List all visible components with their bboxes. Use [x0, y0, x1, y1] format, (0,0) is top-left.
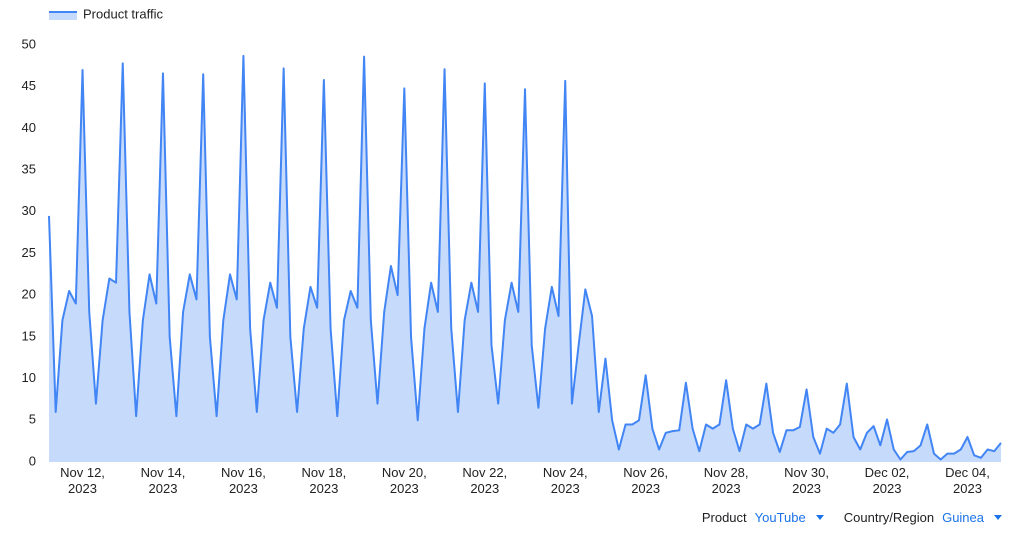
x-tick-label-line: 2023 — [551, 481, 580, 496]
x-tick-label-line: Nov 16, — [221, 465, 266, 480]
x-tick-label-line: Nov 22, — [462, 465, 507, 480]
x-tick-label: Nov 28, 2023 — [704, 465, 749, 496]
filter-label: Country/Region — [843, 510, 935, 525]
y-tick-label: 25 — [22, 245, 36, 260]
dropdown-caret — [994, 515, 1002, 520]
y-tick-label: 15 — [22, 328, 36, 343]
y-tick-label: 40 — [22, 120, 36, 135]
filter-value: YouTube — [754, 510, 806, 525]
x-tick-label-line: Nov 30, — [784, 465, 829, 480]
y-tick-label: 20 — [22, 287, 36, 302]
x-tick-label-line: 2023 — [631, 481, 660, 496]
x-tick-label-line: 2023 — [68, 481, 97, 496]
x-tick-label-line: Dec 02, — [865, 465, 910, 480]
y-tick-label: 5 — [29, 412, 36, 427]
filter-value: Guinea — [942, 510, 984, 525]
x-tick-label-line: Nov 28, — [704, 465, 749, 480]
x-tick-label-line: Nov 12, — [60, 465, 105, 480]
x-tick-label: Nov 30, 2023 — [784, 465, 829, 496]
x-tick-label: Nov 18, 2023 — [301, 465, 346, 496]
x-tick-label-line: 2023 — [953, 481, 982, 496]
x-tick-label: Nov 14, 2023 — [141, 465, 186, 496]
x-tick-label-line: 2023 — [470, 481, 499, 496]
series-line — [48, 54, 1002, 461]
x-tick-label: Dec 04, 2023 — [945, 465, 990, 496]
x-tick-label: Nov 20, 2023 — [382, 465, 427, 496]
legend: Product traffic — [49, 6, 163, 21]
x-tick-label: Nov 24, 2023 — [543, 465, 588, 496]
x-tick-label-line: 2023 — [149, 481, 178, 496]
x-tick-label-line: Nov 18, — [301, 465, 346, 480]
y-tick-label: 10 — [22, 370, 36, 385]
region-filter[interactable]: Country/Region Guinea — [844, 510, 1002, 525]
filter-label: Product — [701, 510, 747, 525]
filters: Product YouTube Country/Region Guinea — [0, 510, 1002, 525]
x-tick-label-line: 2023 — [792, 481, 821, 496]
x-tick-label-line: 2023 — [309, 481, 338, 496]
x-tick-label-line: Nov 14, — [141, 465, 186, 480]
x-tick-label: Nov 22, 2023 — [462, 465, 507, 496]
x-tick-label: Nov 12, 2023 — [60, 465, 105, 496]
x-tick-label-line: Nov 24, — [543, 465, 588, 480]
x-tick-label-line: Nov 26, — [623, 465, 668, 480]
y-tick-label: 35 — [22, 162, 36, 177]
x-tick-label-line: 2023 — [873, 481, 902, 496]
product-filter[interactable]: Product YouTube — [702, 510, 824, 525]
y-tick-label: 50 — [22, 36, 36, 51]
x-tick-label-line: Dec 04, — [945, 465, 990, 480]
x-tick-label-line: 2023 — [229, 481, 258, 496]
x-tick-label: Dec 02, 2023 — [865, 465, 910, 496]
x-tick-label-line: 2023 — [390, 481, 419, 496]
y-tick-label: 30 — [22, 203, 36, 218]
y-tick-label: 45 — [22, 78, 36, 93]
x-tick-label-line: Nov 20, — [382, 465, 427, 480]
dropdown-caret — [815, 515, 824, 520]
x-tick-label: Nov 26, 2023 — [623, 465, 668, 496]
legend-swatch — [49, 12, 77, 20]
area-fill — [49, 55, 1001, 463]
y-tick-label: 0 — [29, 453, 36, 468]
legend-label: Product traffic — [83, 6, 163, 21]
x-tick-label-line: 2023 — [712, 481, 741, 496]
x-tick-label: Nov 16, 2023 — [221, 465, 266, 496]
